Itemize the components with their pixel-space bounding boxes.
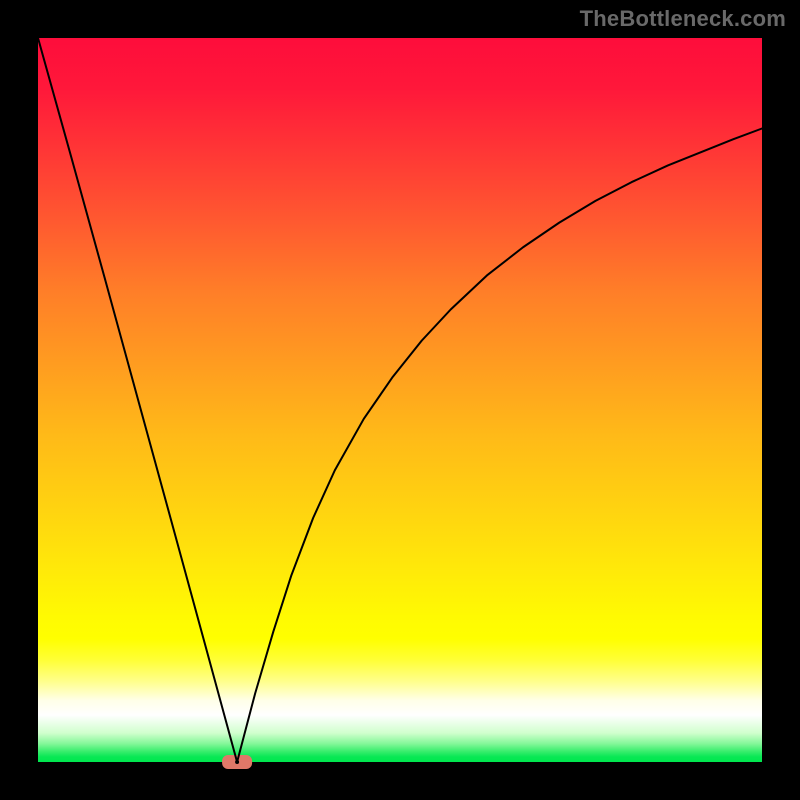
chart-background — [38, 38, 762, 762]
chart-container: TheBottleneck.com — [0, 0, 800, 800]
baseline-dot — [235, 760, 239, 764]
chart-svg — [0, 0, 800, 800]
